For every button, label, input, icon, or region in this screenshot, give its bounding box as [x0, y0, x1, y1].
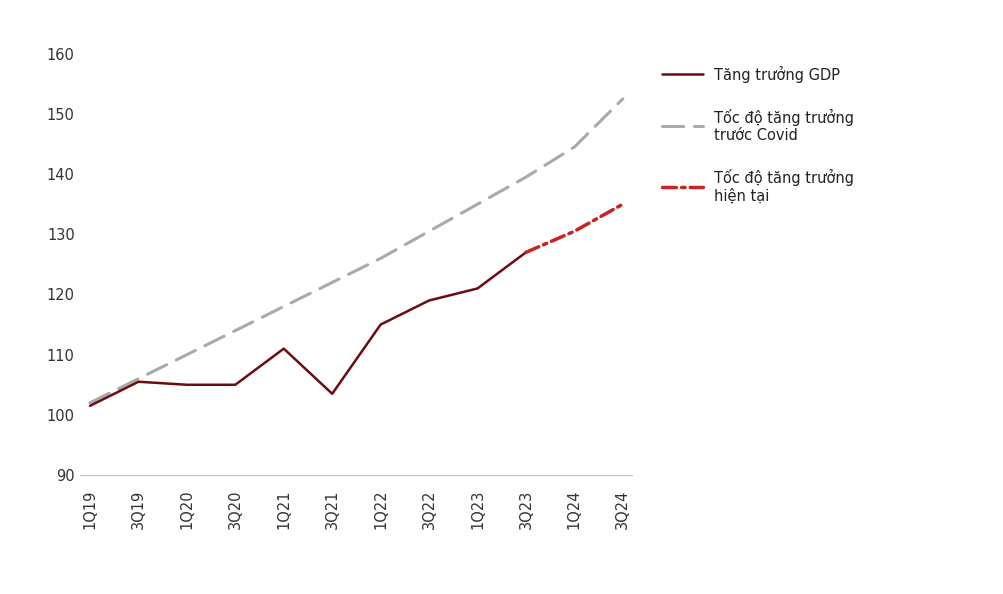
- Tốc độ tăng trưởng
trước Covid: [181, 351, 193, 358]
- Tốc độ tăng trưởng
trước Covid: [374, 255, 386, 262]
- Tăng trưởng GDP: [326, 390, 338, 397]
- Tốc độ tăng trưởng
trước Covid: [229, 327, 241, 334]
- Tăng trưởng GDP: [132, 378, 144, 386]
- Tốc độ tăng trưởng
hiện tại: [520, 249, 532, 256]
- Tăng trưởng GDP: [471, 285, 483, 292]
- Tốc độ tăng trưởng
trước Covid: [132, 375, 144, 383]
- Tốc độ tăng trưởng
trước Covid: [520, 173, 532, 181]
- Tăng trưởng GDP: [422, 297, 434, 304]
- Line: Tăng trưởng GDP: Tăng trưởng GDP: [90, 252, 526, 406]
- Tăng trưởng GDP: [520, 249, 532, 256]
- Tốc độ tăng trưởng
hiện tại: [568, 228, 580, 235]
- Tốc độ tăng trưởng
trước Covid: [84, 399, 96, 406]
- Tăng trưởng GDP: [278, 345, 290, 352]
- Tăng trưởng GDP: [229, 381, 241, 388]
- Tăng trưởng GDP: [374, 321, 386, 328]
- Tốc độ tăng trưởng
trước Covid: [568, 143, 580, 150]
- Tốc độ tăng trưởng
trước Covid: [278, 303, 290, 310]
- Line: Tốc độ tăng trưởng
trước Covid: Tốc độ tăng trưởng trước Covid: [90, 99, 622, 403]
- Line: Tốc độ tăng trưởng
hiện tại: Tốc độ tăng trưởng hiện tại: [526, 204, 622, 252]
- Tốc độ tăng trưởng
trước Covid: [616, 95, 628, 102]
- Tốc độ tăng trưởng
trước Covid: [422, 228, 434, 235]
- Tăng trưởng GDP: [84, 402, 96, 409]
- Legend: Tăng trưởng GDP, Tốc độ tăng trưởng
trước Covid, Tốc độ tăng trưởng
hiện tại: Tăng trưởng GDP, Tốc độ tăng trưởng trướ…: [661, 65, 854, 204]
- Tăng trưởng GDP: [181, 381, 193, 388]
- Tốc độ tăng trưởng
hiện tại: [616, 201, 628, 208]
- Tốc độ tăng trưởng
trước Covid: [326, 279, 338, 286]
- Tốc độ tăng trưởng
trước Covid: [471, 201, 483, 208]
